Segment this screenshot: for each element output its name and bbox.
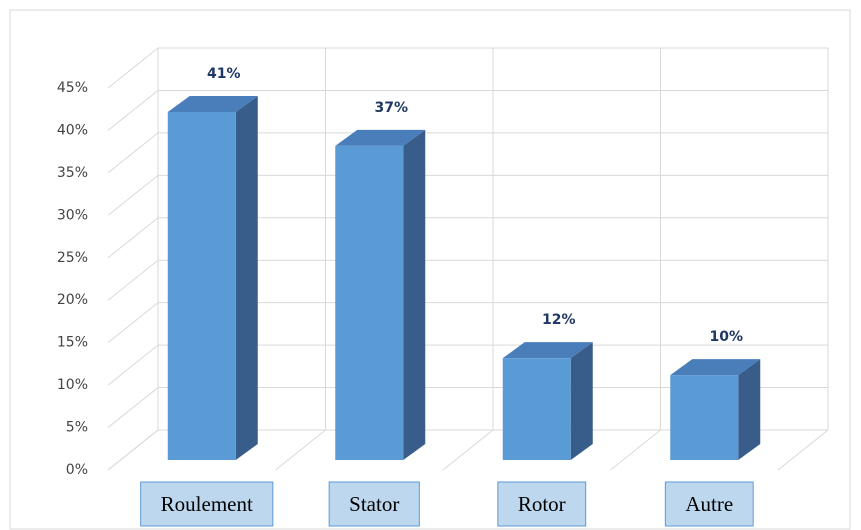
bar-top <box>502 342 593 359</box>
grid-line <box>107 174 159 216</box>
grid-line <box>107 344 159 386</box>
category-box <box>497 481 587 527</box>
bar-top <box>335 129 426 146</box>
y-tick-label: 0% <box>66 462 88 478</box>
bar <box>670 375 739 460</box>
value-label: 12% <box>542 312 576 328</box>
category-box <box>664 481 754 527</box>
floor-line <box>275 429 326 471</box>
grid-line <box>107 217 159 259</box>
y-tick-label: 45% <box>57 80 88 96</box>
grid-line <box>107 429 159 471</box>
floor-line <box>442 429 494 471</box>
grid-line <box>107 132 159 174</box>
y-tick-label: 5% <box>66 420 88 436</box>
floor-line <box>610 429 661 471</box>
category-box <box>328 481 420 527</box>
y-tick-label: 15% <box>57 335 88 351</box>
grid-line <box>107 387 159 428</box>
x-tick-label: Autre <box>685 492 733 516</box>
y-tick-label: 30% <box>57 207 88 223</box>
x-tick-label: Rotor <box>518 492 566 516</box>
bar-side <box>738 359 761 460</box>
value-label: 10% <box>709 329 743 345</box>
bar <box>502 358 571 460</box>
x-tick-label: Roulement <box>161 492 253 516</box>
bar-top <box>670 359 761 376</box>
x-tick-label: Stator <box>349 492 399 516</box>
bar <box>335 145 404 460</box>
bar <box>167 111 236 460</box>
y-tick-label: 35% <box>57 165 88 181</box>
bar-side <box>235 95 258 460</box>
category-box <box>140 481 274 527</box>
grid-line <box>107 47 159 89</box>
y-tick-label: 10% <box>57 377 88 393</box>
value-label: 37% <box>374 100 408 116</box>
value-label: 41% <box>207 66 241 82</box>
y-tick-label: 40% <box>57 122 88 138</box>
y-tick-label: 20% <box>57 292 88 308</box>
grid-line <box>107 302 159 344</box>
bar-side <box>403 129 426 460</box>
floor-line <box>777 429 829 471</box>
bar-side <box>570 342 593 460</box>
grid-line <box>107 90 159 131</box>
chart-frame <box>9 9 851 530</box>
grid-line <box>107 259 159 301</box>
bar-top <box>167 95 258 112</box>
y-tick-label: 25% <box>57 250 88 266</box>
